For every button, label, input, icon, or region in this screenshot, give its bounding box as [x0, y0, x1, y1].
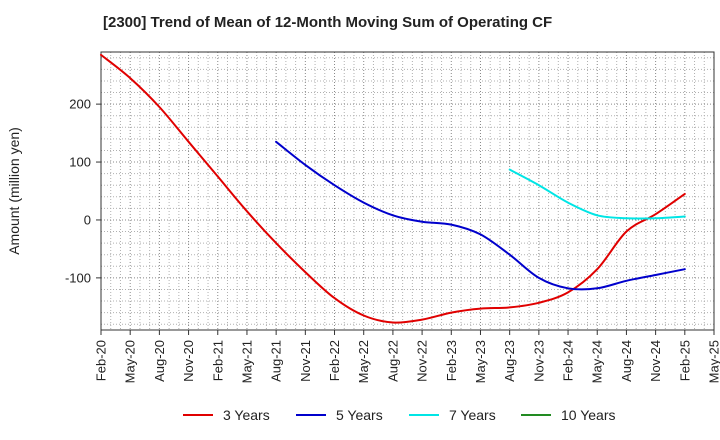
series-line-7-years: [508, 168, 686, 220]
x-tick-label: May-21: [239, 340, 254, 383]
x-tick-label: Feb-23: [444, 340, 459, 381]
legend-item-3-years: 3 Years: [183, 407, 270, 423]
x-tick-label: Nov-24: [648, 340, 663, 382]
y-axis: -100 0 100 200: [65, 97, 101, 285]
x-tick-label: Aug-23: [502, 340, 517, 382]
y-axis-title: Amount (million yen): [6, 127, 22, 255]
x-tick-label: Feb-25: [677, 340, 692, 381]
x-tick-label: Feb-24: [561, 340, 576, 381]
x-tick-label: Aug-20: [152, 340, 167, 382]
x-tick-label: Feb-21: [210, 340, 225, 381]
x-tick-label: May-20: [123, 340, 138, 383]
legend: 3 Years 5 Years 7 Years 10 Years: [183, 407, 616, 423]
plot-area: [100, 51, 715, 331]
y-tick-label: 0: [84, 212, 91, 227]
x-tick-label: Feb-20: [94, 340, 109, 381]
x-tick-label: Aug-22: [385, 340, 400, 382]
y-tick-label: -100: [65, 270, 91, 285]
grid: [101, 52, 714, 330]
series-line-5-years: [275, 140, 686, 291]
legend-label: 5 Years: [336, 407, 383, 423]
x-tick-label: Feb-22: [327, 340, 342, 381]
legend-label: 7 Years: [449, 407, 496, 423]
x-tick-label: Aug-21: [269, 340, 284, 382]
series-line-3-years: [100, 53, 686, 324]
legend-label: 3 Years: [223, 407, 270, 423]
x-tick-label: Nov-22: [415, 340, 430, 382]
x-tick-label: May-25: [707, 340, 720, 383]
x-tick-label: Nov-23: [531, 340, 546, 382]
legend-label: 10 Years: [561, 407, 616, 423]
legend-item-5-years: 5 Years: [296, 407, 383, 423]
series-group: [100, 53, 686, 324]
x-tick-label: May-23: [473, 340, 488, 383]
x-axis: Feb-20 May-20 Aug-20 Nov-20 Feb-21 May-21 Aug-…: [94, 330, 720, 383]
x-tick-label: Nov-20: [181, 340, 196, 382]
x-tick-label: Nov-21: [298, 340, 313, 382]
x-tick-label: Aug-24: [619, 340, 634, 382]
y-tick-label: 100: [69, 155, 91, 170]
x-tick-label: May-24: [590, 340, 605, 383]
y-tick-label: 200: [69, 97, 91, 112]
x-tick-label: May-22: [356, 340, 371, 383]
chart-title: [2300] Trend of Mean of 12-Month Moving …: [103, 14, 553, 31]
legend-item-7-years: 7 Years: [409, 407, 496, 423]
legend-item-10-years: 10 Years: [521, 407, 616, 423]
